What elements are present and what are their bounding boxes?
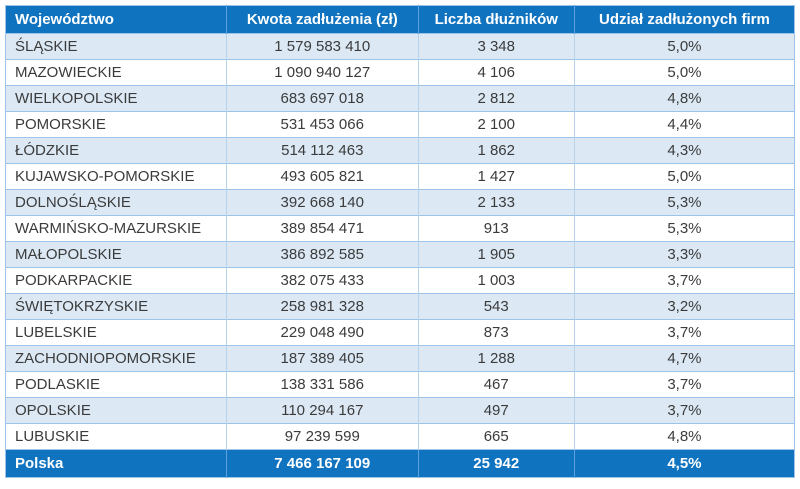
cell-debt-amount: 392 668 140: [225, 189, 419, 216]
cell-voivodeship: LUBUSKIE: [5, 423, 227, 450]
cell-indebted-share: 4,3%: [573, 137, 795, 164]
cell-debtor-count: 2 100: [417, 111, 575, 138]
cell-indebted-share: 4,7%: [573, 345, 795, 372]
cell-indebted-share: 4,4%: [573, 111, 795, 138]
table-row: WARMIŃSKO-MAZURSKIE 389 854 471 913 5,3%: [5, 215, 795, 242]
cell-debt-amount: 514 112 463: [225, 137, 419, 164]
cell-debtor-count: 543: [417, 293, 575, 320]
cell-debt-amount: 110 294 167: [225, 397, 419, 424]
cell-indebted-share: 5,0%: [573, 33, 795, 60]
cell-debt-amount: 138 331 586: [225, 371, 419, 398]
cell-voivodeship: PODLASKIE: [5, 371, 227, 398]
total-label: Polska: [5, 449, 227, 478]
cell-debt-amount: 1 090 940 127: [225, 59, 419, 86]
cell-debt-amount: 229 048 490: [225, 319, 419, 346]
cell-voivodeship: PODKARPACKIE: [5, 267, 227, 294]
cell-debtor-count: 2 812: [417, 85, 575, 112]
cell-debtor-count: 1 003: [417, 267, 575, 294]
table-row: MAŁOPOLSKIE 386 892 585 1 905 3,3%: [5, 241, 795, 268]
cell-indebted-share: 4,8%: [573, 85, 795, 112]
cell-voivodeship: MAZOWIECKIE: [5, 59, 227, 86]
cell-debt-amount: 683 697 018: [225, 85, 419, 112]
cell-indebted-share: 3,7%: [573, 319, 795, 346]
table-row: PODLASKIE 138 331 586 467 3,7%: [5, 371, 795, 398]
cell-voivodeship: POMORSKIE: [5, 111, 227, 138]
cell-indebted-share: 5,0%: [573, 163, 795, 190]
cell-voivodeship: ŚLĄSKIE: [5, 33, 227, 60]
total-row: Polska 7 466 167 109 25 942 4,5%: [5, 449, 795, 478]
total-debtors: 25 942: [417, 449, 575, 478]
column-header-debtor-count: Liczba dłużników: [417, 5, 575, 34]
cell-indebted-share: 5,3%: [573, 215, 795, 242]
cell-voivodeship: DOLNOŚLĄSKIE: [5, 189, 227, 216]
cell-voivodeship: ZACHODNIOPOMORSKIE: [5, 345, 227, 372]
cell-voivodeship: WIELKOPOLSKIE: [5, 85, 227, 112]
cell-debtor-count: 1 862: [417, 137, 575, 164]
cell-debtor-count: 497: [417, 397, 575, 424]
cell-debtor-count: 467: [417, 371, 575, 398]
cell-voivodeship: LUBELSKIE: [5, 319, 227, 346]
cell-debt-amount: 531 453 066: [225, 111, 419, 138]
column-header-voivodeship: Województwo: [5, 5, 227, 34]
cell-voivodeship: OPOLSKIE: [5, 397, 227, 424]
table-row: WIELKOPOLSKIE 683 697 018 2 812 4,8%: [5, 85, 795, 112]
debt-table-container: Województwo Kwota zadłużenia (zł) Liczba d…: [5, 5, 795, 478]
cell-indebted-share: 3,7%: [573, 267, 795, 294]
table-row: ZACHODNIOPOMORSKIE 187 389 405 1 288 4,7%: [5, 345, 795, 372]
cell-debtor-count: 665: [417, 423, 575, 450]
cell-indebted-share: 3,3%: [573, 241, 795, 268]
cell-debt-amount: 97 239 599: [225, 423, 419, 450]
total-share: 4,5%: [573, 449, 795, 478]
table-row: POMORSKIE 531 453 066 2 100 4,4%: [5, 111, 795, 138]
cell-voivodeship: WARMIŃSKO-MAZURSKIE: [5, 215, 227, 242]
cell-debt-amount: 386 892 585: [225, 241, 419, 268]
table-row: ŚLĄSKIE 1 579 583 410 3 348 5,0%: [5, 33, 795, 60]
cell-debt-amount: 493 605 821: [225, 163, 419, 190]
cell-debtor-count: 1 288: [417, 345, 575, 372]
table-row: DOLNOŚLĄSKIE 392 668 140 2 133 5,3%: [5, 189, 795, 216]
table-row: MAZOWIECKIE 1 090 940 127 4 106 5,0%: [5, 59, 795, 86]
table-row: KUJAWSKO-POMORSKIE 493 605 821 1 427 5,0%: [5, 163, 795, 190]
table-row: OPOLSKIE 110 294 167 497 3,7%: [5, 397, 795, 424]
cell-debtor-count: 2 133: [417, 189, 575, 216]
cell-indebted-share: 5,0%: [573, 59, 795, 86]
cell-indebted-share: 3,7%: [573, 371, 795, 398]
cell-debt-amount: 187 389 405: [225, 345, 419, 372]
table-header-row: Województwo Kwota zadłużenia (zł) Liczba d…: [5, 5, 795, 34]
table-row: PODKARPACKIE 382 075 433 1 003 3,7%: [5, 267, 795, 294]
cell-indebted-share: 5,3%: [573, 189, 795, 216]
debt-by-voivodeship-table: Województwo Kwota zadłużenia (zł) Liczba d…: [5, 5, 795, 478]
cell-debtor-count: 3 348: [417, 33, 575, 60]
table-row: LUBELSKIE 229 048 490 873 3,7%: [5, 319, 795, 346]
cell-debtor-count: 913: [417, 215, 575, 242]
column-header-indebted-share: Udział zadłużonych firm: [573, 5, 795, 34]
column-header-debt-amount: Kwota zadłużenia (zł): [225, 5, 419, 34]
cell-debt-amount: 1 579 583 410: [225, 33, 419, 60]
cell-voivodeship: KUJAWSKO-POMORSKIE: [5, 163, 227, 190]
cell-debt-amount: 382 075 433: [225, 267, 419, 294]
total-amount: 7 466 167 109: [225, 449, 419, 478]
cell-indebted-share: 4,8%: [573, 423, 795, 450]
cell-debtor-count: 4 106: [417, 59, 575, 86]
table-row: ŁÓDZKIE 514 112 463 1 862 4,3%: [5, 137, 795, 164]
cell-debtor-count: 1 905: [417, 241, 575, 268]
cell-indebted-share: 3,7%: [573, 397, 795, 424]
cell-debt-amount: 258 981 328: [225, 293, 419, 320]
table-row: ŚWIĘTOKRZYSKIE 258 981 328 543 3,2%: [5, 293, 795, 320]
cell-debtor-count: 1 427: [417, 163, 575, 190]
cell-indebted-share: 3,2%: [573, 293, 795, 320]
table-row: LUBUSKIE 97 239 599 665 4,8%: [5, 423, 795, 450]
cell-debtor-count: 873: [417, 319, 575, 346]
cell-voivodeship: MAŁOPOLSKIE: [5, 241, 227, 268]
cell-voivodeship: ŚWIĘTOKRZYSKIE: [5, 293, 227, 320]
cell-debt-amount: 389 854 471: [225, 215, 419, 242]
cell-voivodeship: ŁÓDZKIE: [5, 137, 227, 164]
